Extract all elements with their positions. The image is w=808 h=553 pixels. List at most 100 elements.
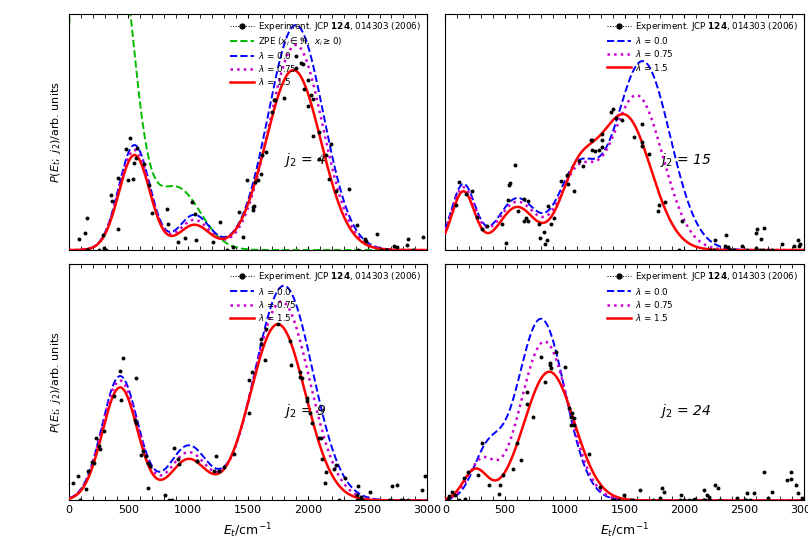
Point — [719, 231, 732, 239]
Point — [562, 404, 575, 413]
Point — [753, 246, 766, 254]
Point — [71, 472, 84, 481]
Point — [534, 352, 547, 361]
Point — [792, 236, 805, 244]
Point — [520, 387, 533, 396]
Point — [233, 207, 246, 216]
Point — [502, 196, 515, 205]
Point — [452, 178, 465, 186]
Point — [749, 244, 762, 253]
Point — [242, 375, 255, 384]
Point — [659, 197, 671, 206]
Point — [776, 240, 789, 249]
Point — [327, 465, 340, 474]
Point — [688, 496, 701, 505]
Point — [120, 144, 133, 153]
Point — [324, 139, 337, 148]
Point — [185, 198, 198, 207]
Point — [330, 461, 343, 469]
Point — [159, 491, 172, 499]
Point — [217, 463, 230, 472]
Point — [381, 246, 393, 254]
Point — [162, 495, 175, 504]
Point — [561, 170, 574, 179]
Point — [322, 175, 335, 184]
Point — [305, 419, 318, 428]
Point — [406, 246, 419, 254]
Point — [520, 213, 532, 222]
Point — [466, 187, 479, 196]
Point — [593, 482, 606, 491]
Point — [313, 155, 326, 164]
Point — [128, 159, 141, 168]
Point — [179, 233, 191, 242]
Point — [499, 238, 512, 247]
Point — [793, 242, 806, 251]
Point — [255, 170, 267, 179]
Point — [161, 205, 174, 214]
Point — [655, 484, 668, 493]
Point — [708, 481, 721, 489]
Point — [726, 246, 739, 254]
Point — [604, 107, 617, 116]
Point — [356, 496, 368, 505]
Point — [781, 476, 793, 485]
Point — [383, 496, 396, 505]
Point — [496, 219, 509, 228]
Point — [416, 233, 429, 242]
Point — [227, 450, 240, 458]
Point — [462, 467, 475, 476]
Point — [245, 368, 258, 377]
Point — [255, 340, 267, 348]
Point — [380, 246, 393, 254]
Point — [653, 494, 666, 503]
Point — [397, 496, 410, 505]
Point — [115, 395, 128, 404]
Point — [722, 243, 734, 252]
Point — [719, 242, 732, 251]
Point — [385, 496, 398, 505]
Point — [82, 466, 95, 475]
Point — [107, 392, 120, 401]
Point — [755, 235, 768, 244]
Point — [572, 156, 585, 165]
Point — [289, 64, 302, 72]
Point — [251, 175, 264, 184]
Point — [247, 205, 260, 214]
Point — [756, 246, 769, 254]
Point — [613, 496, 626, 505]
Point — [791, 488, 804, 497]
Point — [284, 361, 297, 369]
Point — [402, 496, 415, 505]
Point — [116, 353, 129, 362]
Point — [78, 228, 91, 237]
Point — [98, 244, 111, 253]
Point — [682, 496, 695, 505]
Point — [564, 420, 577, 429]
Point — [74, 496, 86, 505]
Point — [161, 220, 174, 228]
Point — [104, 191, 117, 200]
Point — [306, 95, 319, 104]
Point — [625, 496, 638, 505]
Point — [730, 494, 743, 503]
Point — [453, 496, 466, 505]
Point — [785, 467, 797, 476]
Point — [748, 489, 761, 498]
Point — [137, 160, 150, 169]
Point — [626, 496, 639, 505]
Point — [606, 104, 619, 113]
Point — [313, 434, 326, 442]
Point — [507, 465, 520, 473]
Point — [708, 246, 721, 254]
Point — [371, 230, 384, 239]
Point — [652, 206, 665, 215]
Text: $j_2$ = 9: $j_2$ = 9 — [284, 401, 326, 420]
Point — [301, 393, 314, 402]
Point — [139, 452, 152, 461]
Point — [673, 496, 686, 505]
Point — [81, 213, 94, 222]
Point — [112, 174, 124, 183]
Point — [96, 231, 109, 240]
Point — [616, 116, 629, 125]
